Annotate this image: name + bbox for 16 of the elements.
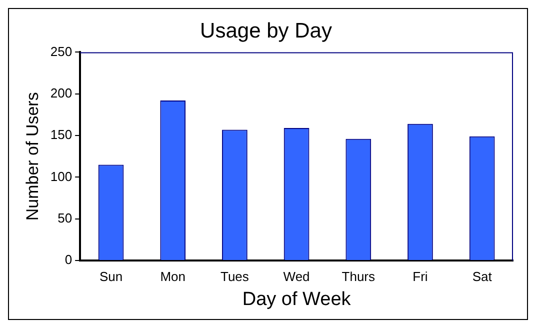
- y-tick-label: 200: [50, 85, 72, 100]
- x-tick-label: Mon: [160, 268, 186, 284]
- x-tick-label: Wed: [283, 268, 310, 284]
- y-tick-label: 250: [50, 44, 72, 59]
- y-axis-title: Number of Users: [22, 92, 42, 221]
- x-tick-label: Sun: [99, 268, 123, 284]
- x-tick-label: Fri: [412, 268, 428, 284]
- x-tick-label: Thurs: [342, 268, 376, 284]
- chart-title: Usage by Day: [200, 19, 332, 42]
- y-tick-label: 50: [58, 210, 72, 226]
- y-tick-label: 100: [50, 168, 72, 184]
- y-tick-label: 0: [64, 252, 72, 268]
- x-tick-label: Tues: [220, 268, 250, 284]
- y-tick-label: 150: [50, 127, 72, 142]
- x-axis-title: Day of Week: [242, 288, 352, 310]
- x-tick-label: Sat: [472, 268, 492, 284]
